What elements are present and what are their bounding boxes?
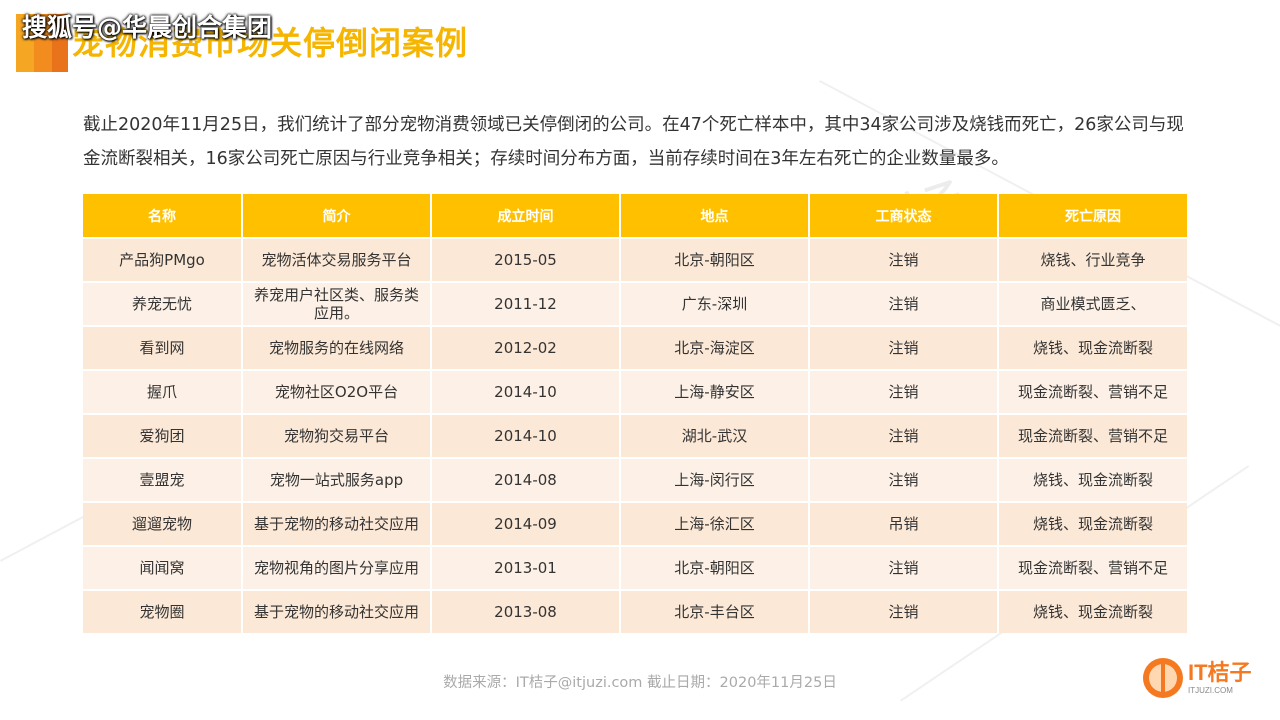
cell-founded: 2014-10 [432,369,621,413]
cell-name: 壹盟宠 [83,457,243,501]
cell-name: 养宠无忧 [83,281,243,325]
cell-location: 上海-静安区 [621,369,810,413]
cell-description: 基于宠物的移动社交应用 [243,501,432,545]
title-accent-bars [16,14,68,72]
cell-cause: 烧钱、现金流断裂 [999,325,1187,369]
cell-name: 产品狗PMgo [83,237,243,281]
cell-status: 注销 [810,237,999,281]
column-header-status: 工商状态 [810,194,999,237]
column-header-cause: 死亡原因 [999,194,1187,237]
column-header-location: 地点 [621,194,810,237]
column-header-description: 简介 [243,194,432,237]
cell-name: 遛遛宠物 [83,501,243,545]
cell-location: 上海-闵行区 [621,457,810,501]
orange-slice-icon [1143,658,1183,698]
cell-status: 注销 [810,545,999,589]
logo-main-text: IT桔子 [1188,659,1252,685]
cell-location: 湖北-武汉 [621,413,810,457]
cell-cause: 现金流断裂、营销不足 [999,413,1187,457]
cell-status: 注销 [810,325,999,369]
page-title: 宠物消费市场关停倒闭案例 [72,24,469,62]
cell-founded: 2012-02 [432,325,621,369]
cell-status: 注销 [810,589,999,633]
cell-name: 爱狗团 [83,413,243,457]
table-row: 看到网 宠物服务的在线网络 2012-02 北京-海淀区 注销 烧钱、现金流断裂 [83,325,1187,369]
cell-founded: 2014-09 [432,501,621,545]
closure-cases-table: 名称 简介 成立时间 地点 工商状态 死亡原因 产品狗PMgo 宠物活体交易服务… [83,194,1187,633]
cell-founded: 2013-08 [432,589,621,633]
column-header-name: 名称 [83,194,243,237]
table-row: 遛遛宠物 基于宠物的移动社交应用 2014-09 上海-徐汇区 吊销 烧钱、现金… [83,501,1187,545]
cell-cause: 商业模式匮乏、 [999,281,1187,325]
table-row: 壹盟宠 宠物一站式服务app 2014-08 上海-闵行区 注销 烧钱、现金流断… [83,457,1187,501]
cell-status: 注销 [810,413,999,457]
cell-location: 北京-丰台区 [621,589,810,633]
cell-founded: 2014-08 [432,457,621,501]
cell-location: 北京-海淀区 [621,325,810,369]
cell-description: 宠物服务的在线网络 [243,325,432,369]
cell-description: 基于宠物的移动社交应用 [243,589,432,633]
cell-name: 握爪 [83,369,243,413]
cell-description: 宠物一站式服务app [243,457,432,501]
itjuzi-logo: IT桔子 ITJUZI.COM [1143,658,1252,698]
intro-paragraph: 截止2020年11月25日，我们统计了部分宠物消费领域已关停倒闭的公司。在47个… [83,115,1184,169]
cell-name: 闻闻窝 [83,545,243,589]
cell-description: 宠物视角的图片分享应用 [243,545,432,589]
table-row: 闻闻窝 宠物视角的图片分享应用 2013-01 北京-朝阳区 注销 现金流断裂、… [83,545,1187,589]
cell-status: 注销 [810,369,999,413]
table-row: 养宠无忧 养宠用户社区类、服务类应用。 2011-12 广东-深圳 注销 商业模… [83,281,1187,325]
table-header-row: 名称 简介 成立时间 地点 工商状态 死亡原因 [83,194,1187,237]
cell-founded: 2011-12 [432,281,621,325]
cell-description: 宠物社区O2O平台 [243,369,432,413]
cell-founded: 2013-01 [432,545,621,589]
table-row: 握爪 宠物社区O2O平台 2014-10 上海-静安区 注销 现金流断裂、营销不… [83,369,1187,413]
cell-name: 看到网 [83,325,243,369]
source-watermark: 搜狐号@华晨创合集团 [22,13,273,42]
cell-founded: 2014-10 [432,413,621,457]
cell-cause: 现金流断裂、营销不足 [999,545,1187,589]
table-row: 产品狗PMgo 宠物活体交易服务平台 2015-05 北京-朝阳区 注销 烧钱、… [83,237,1187,281]
cell-description: 养宠用户社区类、服务类应用。 [243,281,432,325]
cell-founded: 2015-05 [432,237,621,281]
cell-location: 广东-深圳 [621,281,810,325]
cell-name: 宠物圈 [83,589,243,633]
cell-description: 宠物活体交易服务平台 [243,237,432,281]
cell-cause: 烧钱、现金流断裂 [999,457,1187,501]
table-row: 宠物圈 基于宠物的移动社交应用 2013-08 北京-丰台区 注销 烧钱、现金流… [83,589,1187,633]
cell-location: 上海-徐汇区 [621,501,810,545]
cell-description: 宠物狗交易平台 [243,413,432,457]
cell-cause: 现金流断裂、营销不足 [999,369,1187,413]
cell-status: 注销 [810,457,999,501]
cell-location: 北京-朝阳区 [621,545,810,589]
cell-location: 北京-朝阳区 [621,237,810,281]
table-row: 爱狗团 宠物狗交易平台 2014-10 湖北-武汉 注销 现金流断裂、营销不足 [83,413,1187,457]
cell-cause: 烧钱、行业竞争 [999,237,1187,281]
cell-status: 注销 [810,281,999,325]
cell-status: 吊销 [810,501,999,545]
cell-cause: 烧钱、现金流断裂 [999,589,1187,633]
cell-cause: 烧钱、现金流断裂 [999,501,1187,545]
column-header-founded: 成立时间 [432,194,621,237]
logo-sub-text: ITJUZI.COM [1188,685,1233,695]
data-source-note: 数据来源：IT桔子@itjuzi.com 截止日期：2020年11月25日 [443,675,837,691]
